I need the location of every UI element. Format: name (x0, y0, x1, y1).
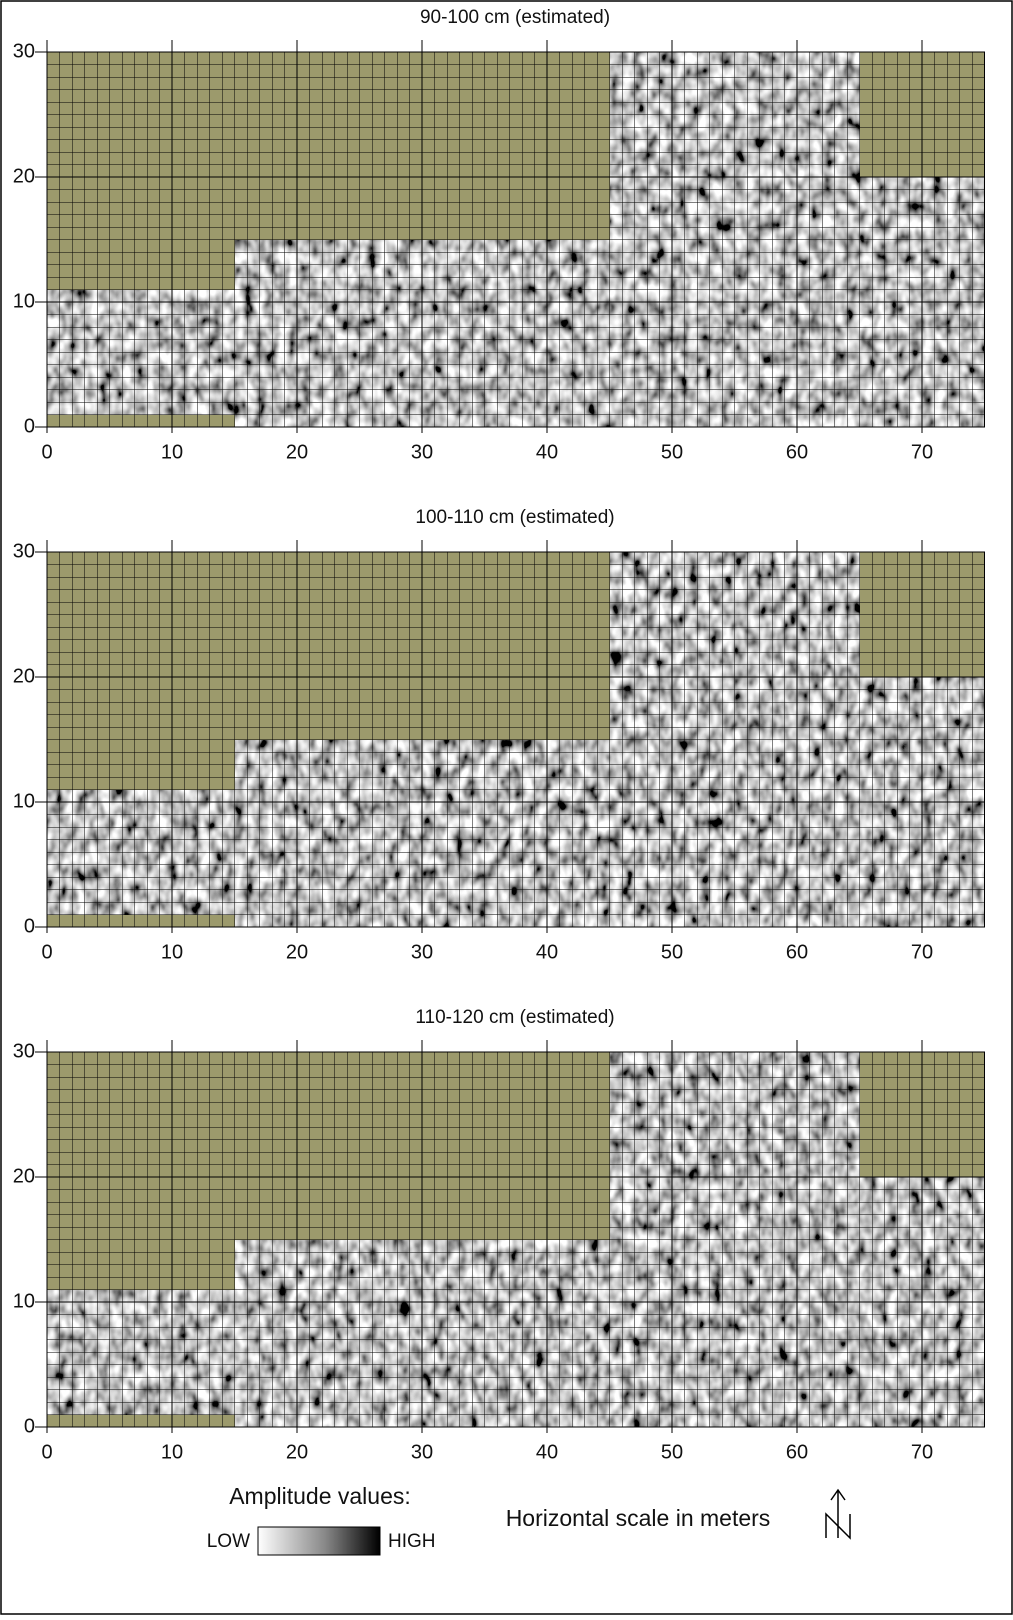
x-tick-label: 10 (161, 941, 183, 963)
page: {"chart_data": [ {"type": "amplitude-map… (0, 0, 1013, 1615)
colorbar (258, 1527, 380, 1555)
y-tick-label: 30 (13, 540, 35, 562)
panel-title: 100-110 cm (estimated) (415, 507, 614, 528)
x-tick-label: 10 (161, 1441, 183, 1463)
north-arrow (826, 1490, 850, 1538)
minor-grid (47, 1052, 985, 1427)
panels: 90-100 cm (estimated) 0 10 20 30 40 50 60 70 0 10 2… (13, 7, 985, 1463)
x-tick-label: 10 (161, 441, 183, 463)
x-tick-label: 0 (41, 441, 52, 463)
panel-title: 90-100 cm (estimated) (420, 7, 610, 28)
x-tick-label: 60 (786, 1441, 808, 1463)
x-tick-label: 40 (536, 941, 558, 963)
x-tick-label: 30 (411, 441, 433, 463)
panel-title: 110-120 cm (estimated) (415, 1007, 614, 1028)
minor-grid (47, 52, 985, 427)
x-tick-label: 30 (411, 941, 433, 963)
y-tick-label: 20 (13, 665, 35, 687)
y-tick-label: 0 (24, 415, 35, 437)
x-tick-label: 20 (286, 441, 308, 463)
panel: 100-110 cm (estimated) 0 10 20 30 40 50 60 70 0 10… (13, 507, 985, 963)
y-tick-label: 30 (13, 1040, 35, 1062)
panel: 110-120 cm (estimated) 0 10 20 30 40 50 60 70 0 10… (13, 1007, 985, 1463)
y-tick-label: 20 (13, 1165, 35, 1187)
legend-high: HIGH (388, 1531, 436, 1552)
y-tick-label: 0 (24, 915, 35, 937)
legend-title: Amplitude values: (229, 1483, 411, 1509)
x-tick-label: 50 (661, 1441, 683, 1463)
y-tick-label: 10 (13, 290, 35, 312)
y-tick-label: 0 (24, 1415, 35, 1437)
x-tick-label: 30 (411, 1441, 433, 1463)
x-tick-label: 70 (911, 1441, 933, 1463)
x-tick-label: 70 (911, 941, 933, 963)
x-tick-label: 20 (286, 941, 308, 963)
panel: 90-100 cm (estimated) 0 10 20 30 40 50 60 70 0 10 2… (13, 7, 985, 463)
y-tick-label: 20 (13, 165, 35, 187)
x-tick-label: 40 (536, 1441, 558, 1463)
chart: 90-100 cm (estimated) 0 10 20 30 40 50 60 70 0 10 2… (0, 0, 1013, 1615)
x-tick-label: 60 (786, 441, 808, 463)
x-tick-label: 50 (661, 941, 683, 963)
x-tick-label: 60 (786, 941, 808, 963)
minor-grid (47, 552, 985, 927)
x-tick-label: 0 (41, 1441, 52, 1463)
x-tick-label: 70 (911, 441, 933, 463)
x-tick-label: 50 (661, 441, 683, 463)
y-tick-label: 30 (13, 40, 35, 62)
legend-low: LOW (207, 1531, 250, 1552)
x-tick-label: 20 (286, 1441, 308, 1463)
x-tick-label: 0 (41, 941, 52, 963)
y-tick-label: 10 (13, 1290, 35, 1312)
y-tick-label: 10 (13, 790, 35, 812)
scale-note: Horizontal scale in meters (506, 1505, 771, 1531)
x-tick-label: 40 (536, 441, 558, 463)
